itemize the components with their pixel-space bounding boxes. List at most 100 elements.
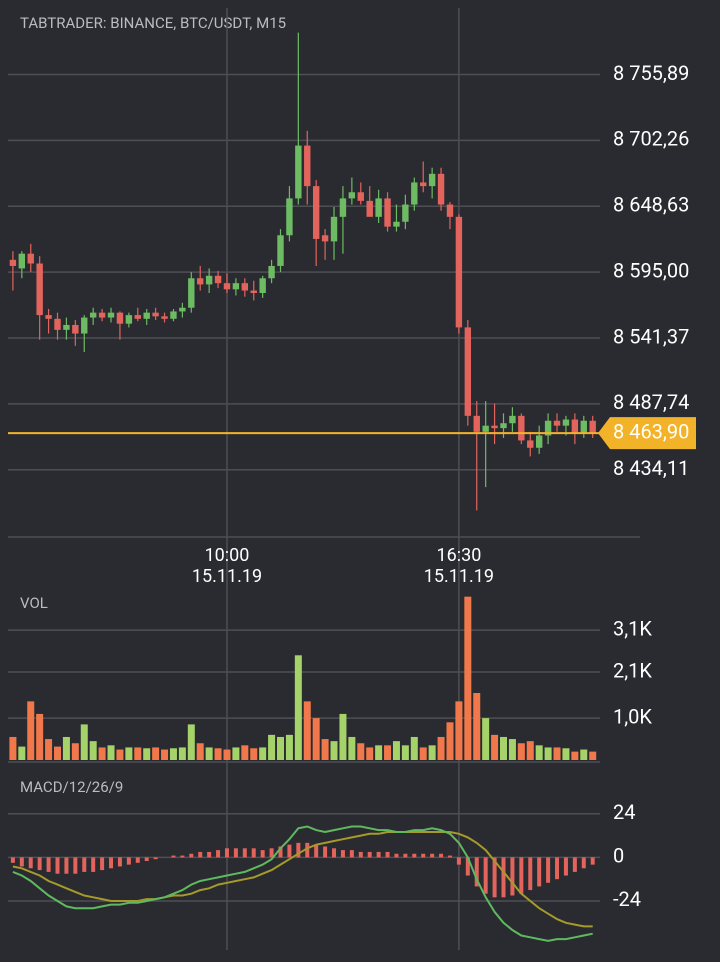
candle-body bbox=[312, 186, 320, 239]
volume-bar bbox=[437, 736, 445, 760]
macd-histogram-bar bbox=[153, 857, 158, 860]
macd-histogram-bar bbox=[465, 857, 470, 876]
volume-bar bbox=[116, 749, 124, 760]
volume-bar bbox=[580, 749, 588, 760]
macd-histogram-bar bbox=[385, 851, 390, 858]
candle-body bbox=[411, 182, 418, 205]
volume-bar bbox=[134, 747, 142, 760]
volume-bar bbox=[205, 747, 213, 760]
volume-bar bbox=[446, 722, 454, 760]
volume-bar bbox=[143, 748, 151, 760]
volume-bar bbox=[45, 739, 53, 760]
y-tick-label: 24 bbox=[613, 800, 635, 824]
macd-histogram-bar bbox=[269, 848, 274, 858]
macd-histogram-bar bbox=[180, 855, 185, 858]
macd-histogram-bar bbox=[563, 857, 568, 876]
candle-body bbox=[544, 420, 552, 436]
macd-histogram-bar bbox=[109, 857, 114, 869]
macd-histogram-bar bbox=[100, 857, 105, 871]
candle-body bbox=[509, 415, 516, 424]
volume-bar bbox=[330, 741, 338, 760]
volume-bar bbox=[321, 739, 329, 760]
signal-line bbox=[12, 831, 593, 928]
candle-body bbox=[562, 419, 570, 426]
macd-histogram-bar bbox=[332, 848, 337, 858]
macd-histogram-bar bbox=[126, 857, 131, 865]
macd-histogram-bar bbox=[37, 857, 42, 871]
candle-body bbox=[357, 192, 364, 201]
macd-histogram-bar bbox=[376, 851, 381, 858]
y-tick-label: 8 434,11 bbox=[613, 456, 689, 480]
candle-body bbox=[491, 425, 498, 429]
macd-histogram-bar bbox=[144, 857, 149, 862]
macd-histogram-bar bbox=[590, 857, 595, 865]
candle-body bbox=[98, 312, 106, 318]
macd-histogram-bar bbox=[198, 851, 203, 858]
candle-body bbox=[89, 312, 97, 318]
volume-bar bbox=[277, 736, 284, 760]
volume-bar bbox=[98, 747, 106, 760]
volume-bar bbox=[62, 736, 70, 760]
candle-body bbox=[580, 420, 587, 434]
macd-histogram-bar bbox=[46, 857, 51, 872]
candle-body bbox=[446, 204, 454, 217]
macd-histogram-bar bbox=[305, 842, 310, 858]
candle-body bbox=[250, 290, 257, 293]
macd-histogram-bar bbox=[278, 846, 283, 858]
candle-body bbox=[527, 440, 534, 448]
volume-bar bbox=[178, 747, 186, 760]
volume-bar bbox=[526, 741, 534, 760]
macd-histogram-bar bbox=[314, 844, 319, 858]
macd-histogram-bar bbox=[91, 857, 96, 872]
volume-bar bbox=[303, 701, 311, 760]
candle-body bbox=[161, 316, 168, 319]
volume-bar bbox=[152, 747, 160, 760]
macd-histogram-bar bbox=[10, 857, 15, 863]
volume-bar bbox=[294, 655, 302, 760]
volume-bar bbox=[535, 745, 543, 760]
candle-body bbox=[223, 283, 231, 290]
macd-histogram-bar bbox=[251, 848, 256, 858]
x-tick-label: 16:30 bbox=[436, 545, 481, 566]
y-tick-label: 8 595,00 bbox=[613, 258, 689, 282]
macd-histogram-bar bbox=[492, 857, 497, 898]
macd-histogram-bar bbox=[537, 857, 542, 887]
volume-bar bbox=[410, 736, 418, 760]
volume-bar bbox=[482, 718, 490, 760]
candle-body bbox=[36, 263, 43, 316]
macd-histogram-bar bbox=[358, 851, 363, 858]
candle-body bbox=[455, 216, 463, 328]
candle-body bbox=[420, 182, 427, 187]
volume-bar bbox=[169, 748, 177, 760]
volume-bar bbox=[107, 745, 115, 760]
panel-title: TABTRADER: BINANCE, BTC/USDT, M15 bbox=[20, 14, 286, 32]
macd-histogram-bar bbox=[224, 848, 229, 858]
macd-histogram-bar bbox=[73, 857, 78, 874]
candle-body bbox=[125, 315, 133, 324]
volume-bar bbox=[571, 751, 579, 760]
macd-histogram-bar bbox=[447, 855, 452, 858]
candle-body bbox=[348, 192, 356, 199]
volume-bar bbox=[71, 743, 79, 760]
macd-histogram-bar bbox=[340, 850, 345, 858]
candle-body bbox=[437, 173, 445, 205]
macd-histogram-bar bbox=[233, 848, 238, 858]
y-tick-label: 8 648,63 bbox=[613, 193, 689, 217]
x-tick-date: 15.11.19 bbox=[424, 566, 494, 587]
candle-body bbox=[304, 145, 311, 187]
candle-body bbox=[295, 145, 302, 199]
candle-body bbox=[553, 420, 561, 426]
candle-body bbox=[9, 259, 17, 266]
candle-body bbox=[428, 173, 436, 187]
y-tick-label: 0 bbox=[613, 844, 624, 868]
volume-bar bbox=[89, 741, 97, 760]
candle-body bbox=[589, 420, 596, 434]
volume-bar bbox=[366, 747, 374, 760]
candle-body bbox=[277, 235, 284, 266]
macd-histogram-bar bbox=[474, 857, 479, 887]
volume-bar bbox=[357, 743, 365, 760]
candle-body bbox=[366, 200, 373, 217]
candle-body bbox=[393, 221, 400, 227]
volume-bar bbox=[232, 747, 240, 760]
last-price-tag bbox=[598, 417, 696, 450]
